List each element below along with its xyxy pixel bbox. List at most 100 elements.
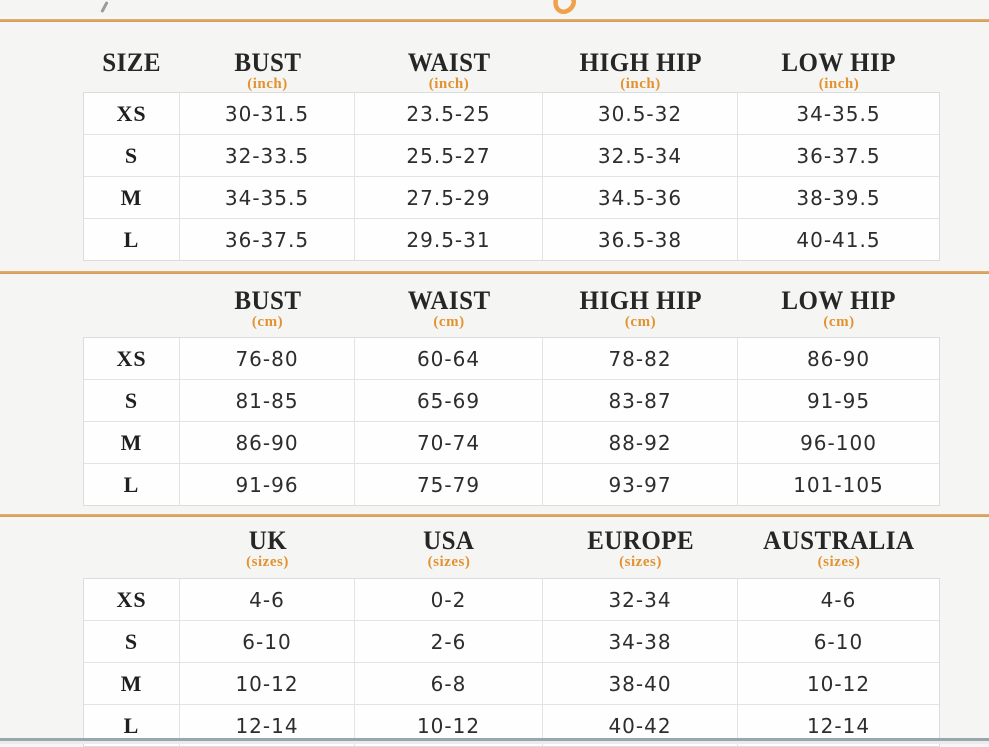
- header-label: WAIST: [407, 48, 491, 77]
- uk-value: 10-12: [180, 663, 355, 704]
- europe-value: 34-38: [543, 621, 738, 662]
- table-row: S 6-10 2-6 34-38 6-10: [84, 621, 939, 663]
- low-hip-value: 86-90: [738, 338, 939, 379]
- table-row: XS 76-80 60-64 78-82 86-90: [84, 338, 939, 380]
- uk-value: 6-10: [180, 621, 355, 662]
- header-low-hip: LOW HIP (inch): [738, 48, 940, 93]
- low-hip-value: 96-100: [738, 422, 939, 463]
- header-unit: (inch): [428, 76, 470, 92]
- header-waist: WAIST (inch): [355, 48, 543, 93]
- usa-value: 6-8: [355, 663, 543, 704]
- table-row: L 36-37.5 29.5-31 36.5-38 40-41.5: [84, 219, 939, 260]
- europe-value: 32-34: [543, 579, 738, 620]
- section-divider-top: [0, 19, 989, 22]
- waist-value: 23.5-25: [355, 93, 543, 134]
- size-label: M: [84, 663, 180, 704]
- table-header-row: UK (sizes) USA (sizes) EUROPE (sizes) AU…: [83, 526, 940, 571]
- size-label: S: [84, 621, 180, 662]
- usa-value: 2-6: [355, 621, 543, 662]
- bust-value: 30-31.5: [180, 93, 355, 134]
- waist-value: 25.5-27: [355, 135, 543, 176]
- usa-value: 0-2: [355, 579, 543, 620]
- header-label: BUST: [233, 286, 302, 315]
- australia-value: 4-6: [738, 579, 939, 620]
- waist-value: 29.5-31: [355, 219, 543, 260]
- header-label: LOW HIP: [781, 48, 897, 77]
- size-label: L: [84, 219, 180, 260]
- cutoff-script-stroke: [100, 0, 109, 14]
- uk-value: 4-6: [180, 579, 355, 620]
- size-table-inches: XS 30-31.5 23.5-25 30.5-32 34-35.5 S 32-…: [83, 92, 940, 261]
- waist-value: 70-74: [355, 422, 543, 463]
- header-unit: (inch): [818, 76, 860, 92]
- header-bust: BUST (inch): [180, 48, 355, 93]
- size-table-international: XS 4-6 0-2 32-34 4-6 S 6-10 2-6 34-38 6-…: [83, 578, 940, 747]
- header-australia: AUSTRALIA (sizes): [738, 526, 940, 571]
- low-hip-value: 38-39.5: [738, 177, 939, 218]
- table-row: S 32-33.5 25.5-27 32.5-34 36-37.5: [84, 135, 939, 177]
- high-hip-value: 34.5-36: [543, 177, 738, 218]
- header-unit: (sizes): [817, 554, 861, 570]
- section-divider-middle: [0, 271, 989, 274]
- low-hip-value: 36-37.5: [738, 135, 939, 176]
- waist-value: 65-69: [355, 380, 543, 421]
- header-label: UK: [248, 526, 287, 555]
- header-label: LOW HIP: [781, 286, 897, 315]
- header-unit: (sizes): [619, 554, 662, 570]
- size-label: XS: [84, 338, 180, 379]
- australia-value: 6-10: [738, 621, 939, 662]
- table-row: S 81-85 65-69 83-87 91-95: [84, 380, 939, 422]
- header-label: USA: [423, 526, 475, 555]
- table-row: M 34-35.5 27.5-29 34.5-36 38-39.5: [84, 177, 939, 219]
- header-unit: (sizes): [246, 554, 289, 570]
- header-empty: [83, 526, 180, 571]
- header-label: AUSTRALIA: [763, 526, 915, 555]
- header-bust: BUST (cm): [180, 286, 355, 331]
- table-row: M 10-12 6-8 38-40 10-12: [84, 663, 939, 705]
- section-divider-bottom: [0, 514, 989, 517]
- australia-value: 10-12: [738, 663, 939, 704]
- header-unit: (sizes): [427, 554, 471, 570]
- low-hip-value: 101-105: [738, 464, 939, 505]
- header-label: HIGH HIP: [579, 286, 702, 315]
- table-header-row: BUST (cm) WAIST (cm) HIGH HIP (cm) LOW H…: [83, 286, 940, 331]
- header-label: SIZE: [102, 48, 161, 77]
- size-label: S: [84, 380, 180, 421]
- table-row: XS 4-6 0-2 32-34 4-6: [84, 579, 939, 621]
- waist-value: 60-64: [355, 338, 543, 379]
- bust-value: 36-37.5: [180, 219, 355, 260]
- header-unit: (cm): [624, 314, 657, 330]
- header-high-hip: HIGH HIP (inch): [543, 48, 738, 93]
- high-hip-value: 36.5-38: [543, 219, 738, 260]
- header-label: WAIST: [407, 286, 491, 315]
- header-low-hip: LOW HIP (cm): [738, 286, 940, 331]
- high-hip-value: 32.5-34: [543, 135, 738, 176]
- table-row: M 86-90 70-74 88-92 96-100: [84, 422, 939, 464]
- europe-value: 38-40: [543, 663, 738, 704]
- size-label: L: [84, 464, 180, 505]
- header-usa: USA (sizes): [355, 526, 543, 571]
- high-hip-value: 93-97: [543, 464, 738, 505]
- size-label: XS: [84, 93, 180, 134]
- header-size: SIZE: [83, 48, 180, 93]
- bust-value: 86-90: [180, 422, 355, 463]
- header-empty: [83, 286, 180, 331]
- bottom-edge-line: [0, 738, 989, 741]
- low-hip-value: 34-35.5: [738, 93, 939, 134]
- header-high-hip: HIGH HIP (cm): [543, 286, 738, 331]
- bust-value: 76-80: [180, 338, 355, 379]
- high-hip-value: 83-87: [543, 380, 738, 421]
- table-row: XS 30-31.5 23.5-25 30.5-32 34-35.5: [84, 93, 939, 135]
- header-uk: UK (sizes): [180, 526, 355, 571]
- bust-value: 32-33.5: [180, 135, 355, 176]
- high-hip-value: 88-92: [543, 422, 738, 463]
- size-label: XS: [84, 579, 180, 620]
- header-unit: (cm): [823, 314, 855, 330]
- header-unit: (inch): [247, 76, 288, 92]
- table-header-row: SIZE BUST (inch) WAIST (inch) HIGH HIP (…: [83, 48, 940, 93]
- header-label: EUROPE: [587, 526, 694, 555]
- high-hip-value: 78-82: [543, 338, 738, 379]
- bottom-edge-highlight: [0, 741, 989, 744]
- header-unit: (cm): [433, 314, 465, 330]
